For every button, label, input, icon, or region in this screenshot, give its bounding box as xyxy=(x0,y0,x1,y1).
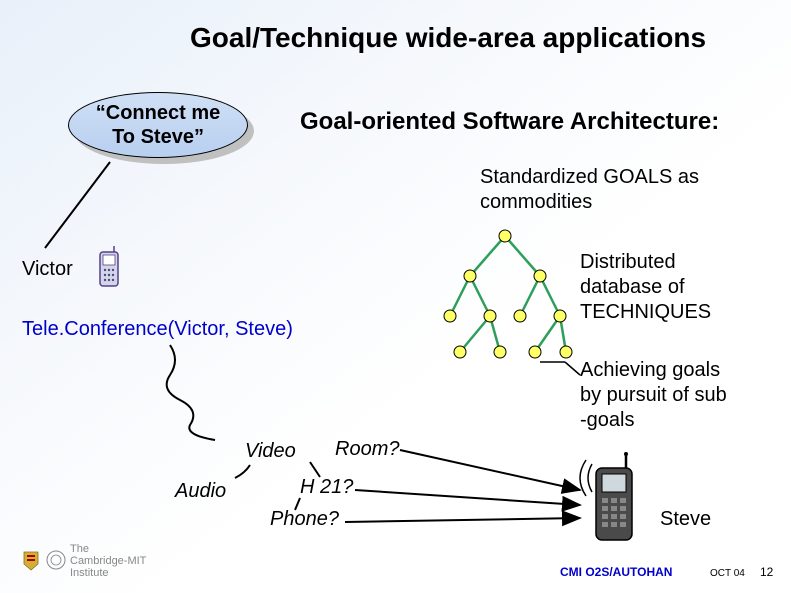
room-label: Room? xyxy=(335,438,399,461)
bubble-line1: “Connect me xyxy=(96,101,220,125)
institute-line2: Cambridge-MIT xyxy=(70,555,146,567)
footer-date: OCT 04 xyxy=(710,568,745,579)
shield-icon xyxy=(22,550,40,572)
victor-label: Victor xyxy=(22,258,73,281)
steve-phone-icon xyxy=(580,452,632,540)
achieving-text: Achieving goalsby pursuit of sub-goals xyxy=(580,358,727,433)
slide-subtitle: Goal-oriented Software Architecture: xyxy=(300,108,719,136)
slide-title: Goal/Technique wide-area applications xyxy=(190,22,706,54)
h21-label: H 21? xyxy=(300,476,353,499)
steve-label: Steve xyxy=(660,508,711,531)
institute-line3: Institute xyxy=(70,567,109,579)
audio-label: Audio xyxy=(175,480,226,503)
seal-icon xyxy=(46,550,64,572)
phone-label: Phone? xyxy=(270,508,339,531)
bubble-line2: To Steve” xyxy=(112,125,204,149)
distributed-text: Distributeddatabase ofTECHNIQUES xyxy=(580,250,711,325)
goals-text: Standardized GOALS ascommodities xyxy=(480,165,699,215)
victor-phone-icon xyxy=(100,246,118,286)
video-label: Video xyxy=(245,440,296,463)
footer-project: CMI O2S/AUTOHAN xyxy=(560,565,672,579)
footer-institute: The Cambridge-MIT Institute xyxy=(22,543,146,579)
page-number: 12 xyxy=(760,565,773,579)
teleconf-label: Tele.Conference(Victor, Steve) xyxy=(22,318,293,341)
speech-bubble: “Connect me To Steve” xyxy=(68,92,248,162)
institute-line1: The xyxy=(70,543,89,555)
